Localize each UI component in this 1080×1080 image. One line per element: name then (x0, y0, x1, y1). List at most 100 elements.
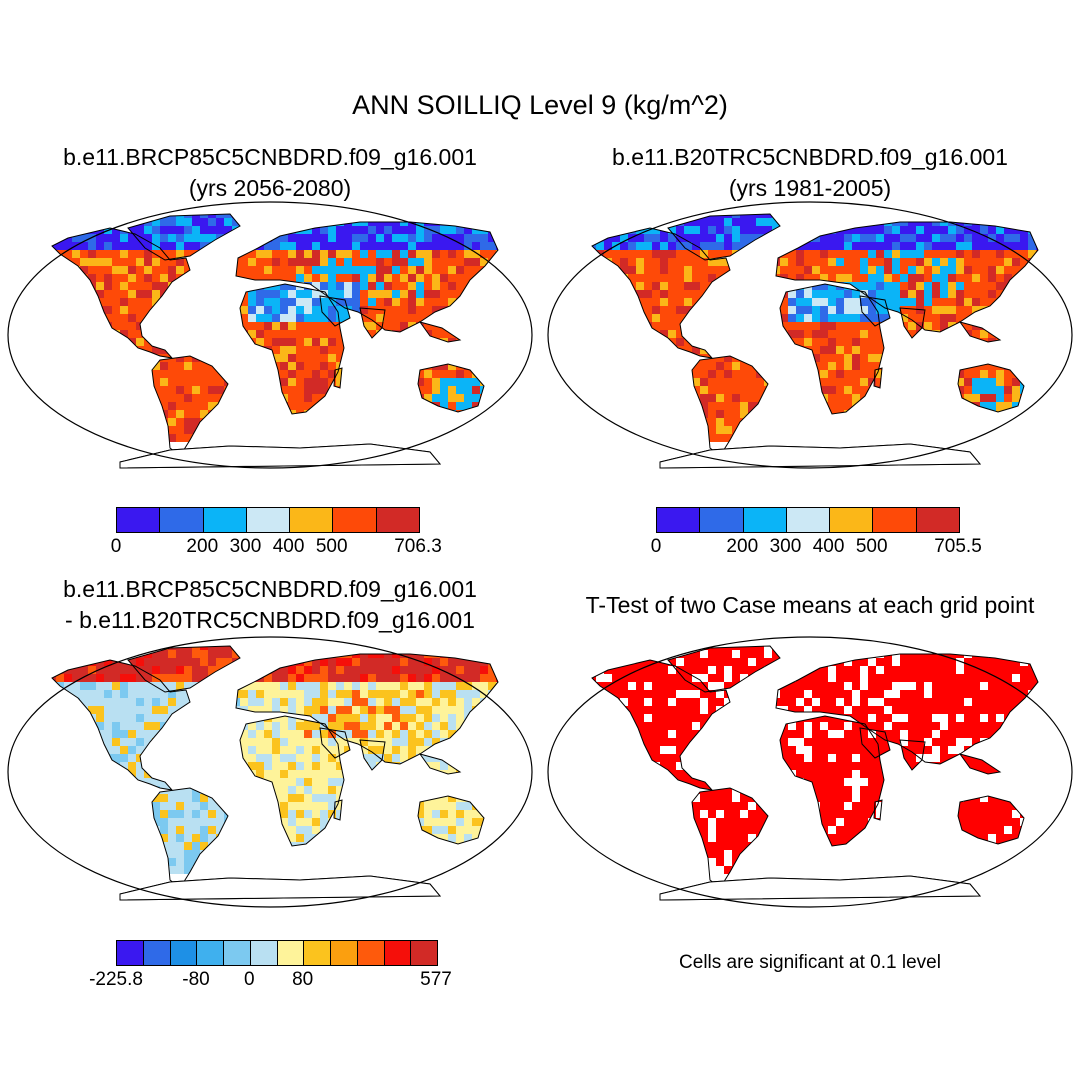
coastline-africa (779, 283, 885, 415)
colorbar-tick-label: 577 (420, 969, 452, 990)
coastline-madagascar (333, 799, 343, 821)
colorbar-box (160, 508, 204, 532)
coastline-arabia (859, 727, 891, 759)
map-ttest-svg (547, 636, 1073, 908)
coastline-eurasia (775, 653, 1039, 765)
coastline-seAsia (958, 753, 1002, 775)
map-difference (0, 632, 540, 912)
coastline-australia (957, 363, 1025, 413)
antarctica-outline (659, 443, 982, 469)
coastline-arabia (319, 727, 351, 759)
map-future-svg (7, 201, 533, 469)
colorbar-tick-label: 300 (769, 536, 802, 557)
coastline-seAsia (418, 321, 462, 343)
coastline-southAmerica (691, 787, 769, 889)
colorbar-box (304, 941, 331, 965)
colorbar-box (657, 508, 701, 532)
coastline-africa (779, 715, 885, 847)
figure-title: ANN SOILLIQ Level 9 (kg/m^2) (352, 90, 728, 120)
colorbar-tick-label: 400 (812, 536, 845, 557)
coastline-india (899, 307, 926, 339)
coastline-greenland (667, 213, 781, 261)
colorbar-box (250, 941, 278, 965)
antarctica-outline (119, 875, 442, 901)
map-boundary (547, 636, 1073, 908)
coastline-greenland (127, 213, 241, 261)
colorbar-tick-label: 400 (272, 536, 305, 557)
colorbar-box (117, 508, 161, 532)
antarctica-outline (659, 875, 982, 901)
coastline-southAmerica (151, 787, 229, 889)
colorbar-tick-label: 300 (229, 536, 262, 557)
coastline-greenland (127, 645, 241, 693)
colorbar-box (916, 508, 959, 532)
panel-difference-title-line2: - b.e11.B20TRC5CNBDRD.f09_g16.001 (65, 607, 475, 633)
colorbar-box (331, 941, 358, 965)
coastline-africa (239, 283, 345, 415)
panel-ttest-title: T-Test of two Case means at each grid po… (585, 592, 1035, 618)
map-historical-svg (547, 201, 1073, 469)
coastline-australia (417, 363, 485, 413)
coastline-greenland (667, 645, 781, 693)
coastline-india (359, 739, 386, 771)
colorbar-box (224, 941, 251, 965)
map-boundary (7, 636, 533, 908)
colorbar-box (384, 941, 412, 965)
colorbar-tick-label: 200 (186, 536, 219, 557)
coastline-northAmerica (591, 227, 731, 359)
ttest-note: Cells are significant at 0.1 level (679, 952, 941, 973)
colorbar-tick-label: 705.5 (934, 536, 982, 557)
colorbar-box (786, 508, 831, 532)
panel-future-title-line2: (yrs 2056-2080) (188, 175, 352, 201)
panel-future-title: b.e11.BRCP85C5CNBDRD.f09_g16.001 (yrs 20… (0, 142, 540, 204)
colorbar-box (357, 941, 385, 965)
map-future (0, 200, 540, 480)
colorbar-tick-label: -225.8 (89, 969, 143, 990)
colorbar-box (117, 941, 144, 965)
coastline-seAsia (958, 321, 1002, 343)
coastline-southAmerica (691, 355, 769, 457)
colorbar-tick-label: 500 (855, 536, 888, 557)
map-boundary (547, 201, 1073, 469)
colorbar-tick-label: 0 (110, 536, 122, 557)
colorbar-tick-label: 0 (244, 969, 255, 990)
coastline-northAmerica (591, 659, 731, 791)
coastline-northAmerica (51, 227, 191, 359)
colorbar-future (116, 507, 420, 533)
coastline-india (899, 739, 926, 771)
coastline-eurasia (775, 221, 1039, 333)
coastline-madagascar (873, 367, 883, 389)
panel-historical-title-line1: b.e11.B20TRC5CNBDRD.f09_g16.001 (612, 144, 1008, 170)
colorbar-box (873, 508, 917, 532)
coastline-seAsia (418, 753, 462, 775)
colorbar-tick-label: -80 (182, 969, 210, 990)
coastline-arabia (859, 295, 891, 327)
colorbar-box (290, 508, 334, 532)
antarctica-outline (119, 443, 442, 469)
colorbar-box (333, 508, 377, 532)
panel-historical-title: b.e11.B20TRC5CNBDRD.f09_g16.001 (yrs 198… (540, 142, 1080, 204)
colorbar-tick-label: 500 (315, 536, 348, 557)
colorbar-box (246, 508, 291, 532)
colorbar-tick-label: 706.3 (394, 536, 442, 557)
coastline-eurasia (235, 221, 499, 333)
colorbar-box (700, 508, 744, 532)
map-historical (540, 200, 1080, 480)
coastline-india (359, 307, 386, 339)
coastline-northAmerica (51, 659, 191, 791)
colorbar-box (197, 941, 224, 965)
colorbar-box (743, 508, 787, 532)
colorbar-tick-label: 0 (650, 536, 662, 557)
coastline-africa (239, 715, 345, 847)
coastline-madagascar (873, 799, 883, 821)
coastline-eurasia (235, 653, 499, 765)
colorbar-historical (656, 507, 960, 533)
colorbar-tick-label: 200 (726, 536, 759, 557)
panel-difference-title-line1: b.e11.BRCP85C5CNBDRD.f09_g16.001 (63, 576, 477, 602)
map-boundary (7, 201, 533, 469)
colorbar-box (143, 941, 171, 965)
map-ttest (540, 632, 1080, 912)
colorbar-difference (116, 940, 438, 966)
colorbar-box (203, 508, 247, 532)
coastline-madagascar (333, 367, 343, 389)
